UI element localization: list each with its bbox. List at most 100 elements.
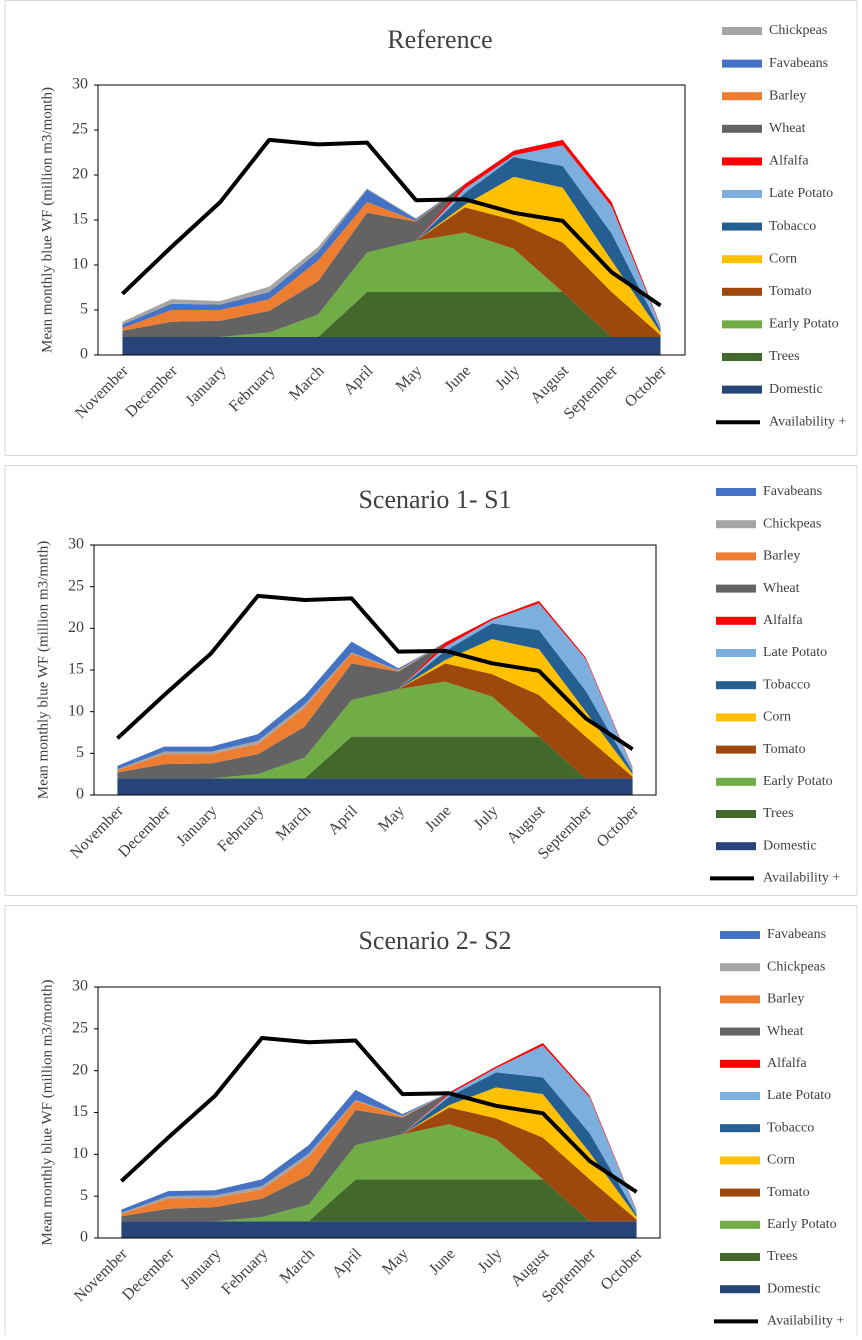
legend-swatch — [716, 649, 756, 657]
legend-label: Availability + — [763, 871, 840, 886]
x-tick-label: April — [329, 1245, 365, 1281]
y-tick-label: 5 — [80, 301, 88, 318]
area — [121, 1043, 637, 1214]
area — [121, 1124, 637, 1222]
chart-panel: Scenario 1- S1 Mean monthly blue WF (mill… — [4, 465, 858, 896]
legend-label: Tobacco — [767, 1120, 814, 1135]
y-axis-label: Mean monthly blue WF (million m3/month) — [39, 87, 55, 353]
legend-label: Alfalfa — [763, 613, 803, 628]
area — [117, 778, 633, 795]
legend-swatch — [716, 713, 756, 722]
legend-label: Domestic — [769, 382, 823, 397]
legend-label: Chickpeas — [763, 516, 821, 531]
legend-swatch — [722, 255, 762, 264]
x-tick-label: October — [622, 362, 671, 411]
plot-frame — [93, 544, 657, 796]
x-tick-label: July — [475, 1245, 506, 1276]
legend-swatch — [722, 59, 762, 68]
legend-swatch — [722, 157, 762, 166]
x-tick-label: January — [173, 802, 220, 849]
legend-label: Wheat — [763, 581, 800, 596]
chart-title: Scenario 2- S2 — [358, 926, 511, 955]
legend-swatch — [720, 1124, 760, 1133]
legend-label: Late Potato — [769, 186, 833, 201]
legend-swatch — [722, 320, 762, 329]
line — [116, 593, 634, 751]
panel-frame — [4, 465, 858, 896]
y-tick-label: 30 — [68, 536, 84, 553]
x-tick-label: October — [598, 1245, 647, 1294]
legend-swatch — [716, 520, 756, 529]
y-tick-label: 25 — [72, 1020, 88, 1037]
legend-label: Wheat — [767, 1024, 804, 1039]
legend-swatch — [716, 488, 756, 496]
legend-label: Barley — [767, 992, 804, 1007]
x-tick-label: September — [561, 362, 622, 423]
legend-label: Barley — [769, 88, 806, 103]
legend-label: Wheat — [769, 121, 806, 136]
x-tick-label: October — [594, 802, 643, 851]
y-tick-label: 15 — [72, 211, 88, 228]
legend-label: Tobacco — [763, 677, 810, 692]
area — [121, 1043, 637, 1222]
legend-swatch — [722, 385, 762, 394]
legend-swatch — [720, 1188, 760, 1197]
y-tick-label: 5 — [76, 744, 84, 761]
legend-swatch — [716, 616, 756, 625]
legend-swatch — [720, 1220, 760, 1229]
legend-label: Availability + — [769, 414, 846, 429]
legend-swatch — [716, 777, 756, 786]
y-tick-label: 5 — [80, 1187, 88, 1204]
x-tick-label: August — [504, 802, 549, 847]
legend-label: Favabeans — [769, 56, 828, 71]
y-axis-label: Mean monthly blue WF (million m3/month) — [39, 980, 55, 1246]
legend-label: Favabeans — [763, 484, 822, 499]
x-tick-label: December — [115, 802, 174, 861]
legend-swatch — [716, 810, 756, 818]
x-tick-label: February — [214, 802, 267, 855]
x-tick-label: June — [422, 802, 455, 835]
area — [117, 600, 633, 773]
legend-swatch — [720, 931, 760, 939]
legend-label: Availability + — [767, 1314, 844, 1329]
area — [122, 337, 661, 355]
area — [121, 1043, 637, 1213]
y-tick-label: 0 — [80, 1229, 88, 1246]
legend-label: Tomato — [763, 742, 806, 757]
y-tick-label: 15 — [68, 661, 84, 678]
legend-label: Domestic — [767, 1281, 821, 1296]
legend-label: Trees — [763, 806, 794, 821]
legend-swatch — [720, 1156, 760, 1165]
legend-label: Late Potato — [767, 1088, 831, 1103]
area — [121, 1107, 637, 1222]
line — [120, 1036, 638, 1194]
x-tick-label: March — [286, 362, 328, 404]
legend-label: Trees — [767, 1249, 798, 1264]
legend-swatch — [722, 353, 762, 361]
legend-label: Chickpeas — [767, 959, 825, 974]
x-tick-label: February — [218, 1245, 271, 1298]
line — [121, 137, 662, 308]
x-tick-label: April — [341, 362, 377, 398]
legend-swatch — [722, 190, 762, 198]
x-tick-label: May — [393, 362, 426, 395]
legend-label: Tomato — [767, 1185, 810, 1200]
area — [122, 139, 661, 328]
legend-swatch — [720, 1027, 760, 1036]
legend-label: Corn — [767, 1153, 795, 1168]
legend-label: Alfalfa — [767, 1056, 807, 1071]
legend-swatch — [720, 1285, 760, 1294]
y-tick-label: 25 — [72, 121, 88, 138]
x-tick-label: November — [72, 362, 132, 422]
legend-swatch — [720, 1253, 760, 1261]
legend-label: Chickpeas — [769, 23, 827, 38]
area — [117, 600, 633, 779]
legend-label: Tobacco — [769, 219, 816, 234]
area — [117, 663, 633, 779]
area — [117, 736, 633, 779]
y-tick-label: 20 — [72, 166, 88, 183]
area — [122, 139, 661, 337]
area — [121, 1179, 637, 1222]
x-tick-label: December — [122, 362, 181, 421]
